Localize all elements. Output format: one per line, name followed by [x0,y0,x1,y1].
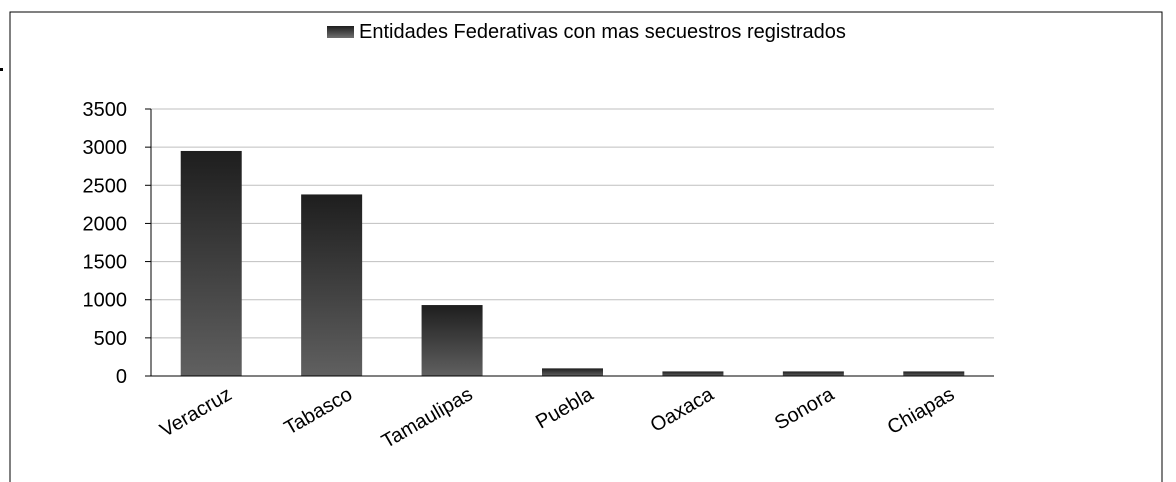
bars [180,150,965,376]
y-tick-label: 3500 [83,99,128,121]
bar-oaxaca [662,371,724,376]
x-tick-label: Tabasco [281,383,357,439]
corner-mark [0,68,3,71]
y-tick-label: 3000 [83,137,128,159]
gridlines [151,108,994,339]
axes [150,109,994,377]
x-tick-label: Chiapas [884,383,959,439]
y-tick-label: 2000 [83,213,128,235]
y-tick-label: 1500 [83,252,128,274]
x-axis-labels: Veracruz Tabasco Tamaulipas Puebla Oaxaca Son… [156,383,958,453]
y-tick-label: 0 [116,366,127,388]
y-tick-label: 500 [94,328,127,350]
y-tick-label: 1000 [83,290,128,312]
bar-chiapas [903,371,965,376]
x-tick-label: Veracruz [156,383,235,442]
bar-veracruz [180,150,242,376]
x-tick-label: Oaxaca [647,383,718,437]
y-axis-ticks: 0 500 1000 1500 2000 2500 3000 3500 [83,99,151,388]
x-tick-label: Puebla [532,383,598,434]
chart-border [9,11,1163,482]
legend-swatch [327,26,354,38]
bar-puebla [542,368,603,376]
x-tick-label: Sonora [771,383,839,435]
bar-sonora [782,371,844,376]
bar-tabasco [301,194,363,376]
bar-tamaulipas [421,305,483,376]
y-tick-label: 2500 [83,175,128,197]
legend-label: Entidades Federativas con mas secuestros… [359,21,846,43]
legend: Entidades Federativas con mas secuestros… [327,21,846,43]
x-tick-label: Tamaulipas [378,383,477,453]
